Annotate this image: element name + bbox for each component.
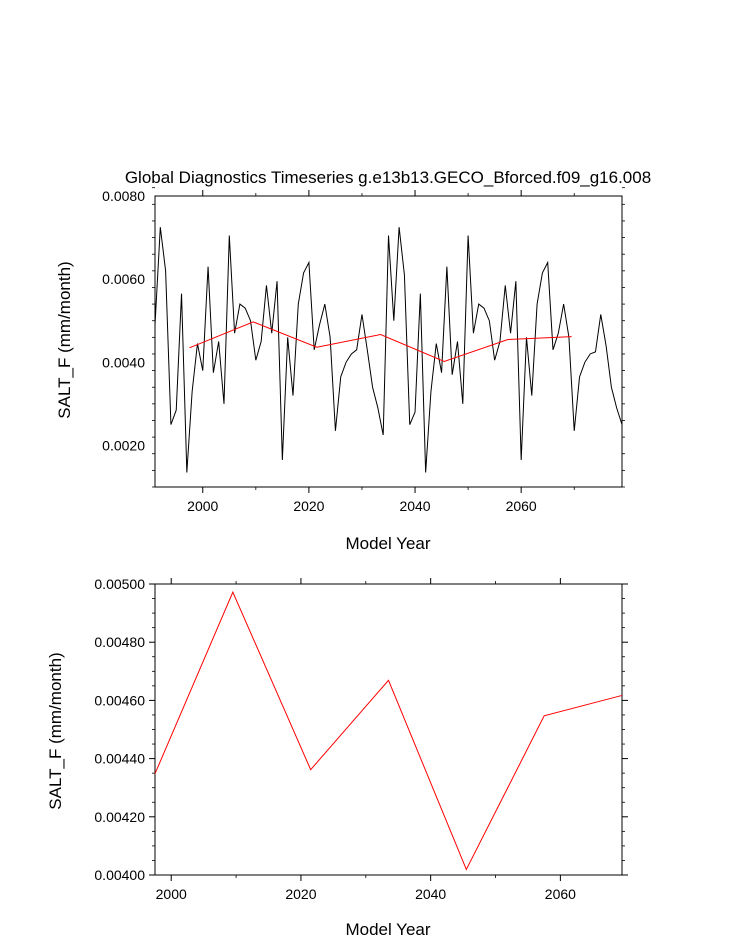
y-tick-label: 0.00460 bbox=[94, 692, 145, 708]
x-axis-label: Model Year bbox=[345, 534, 430, 553]
bottom-plot-area: 2000 2020 2040 2060 0.00400 0.00420 0.00440 0.0… bbox=[94, 576, 628, 902]
y-tick-label: 0.0040 bbox=[102, 354, 145, 370]
y-tick-label: 0.0020 bbox=[102, 437, 145, 453]
y-axis-label: SALT_F (mm/month) bbox=[55, 261, 74, 418]
series-line-12-year-mean bbox=[189, 321, 572, 363]
x-tick-label: 2040 bbox=[399, 498, 430, 514]
x-tick-label: 2040 bbox=[415, 886, 446, 902]
y-tick-label: 0.00440 bbox=[94, 751, 145, 767]
y-tick-label: 0.00500 bbox=[94, 576, 145, 592]
y-tick-label: 0.00420 bbox=[94, 809, 145, 825]
y-axis-label: SALT_F (mm/month) bbox=[46, 652, 65, 809]
top-plot-area: 2000 2020 2040 2060 0.0020 0.0040 0.0060 0.0080 bbox=[102, 187, 625, 514]
x-tick-label: 2060 bbox=[506, 498, 537, 514]
plot-frame bbox=[154, 195, 623, 488]
y-tick-label: 0.0080 bbox=[102, 188, 145, 204]
y-tick-label: 0.00400 bbox=[94, 867, 145, 883]
series-line-annual bbox=[154, 227, 623, 473]
chart-title: Global Diagnostics Timeseries g.e13b13.G… bbox=[125, 168, 651, 187]
x-axis-label: Model Year bbox=[345, 920, 430, 939]
x-tick-label: 2020 bbox=[285, 886, 316, 902]
x-tick-label: 2000 bbox=[156, 886, 187, 902]
series-line-12-year-mean bbox=[154, 590, 623, 871]
x-tick-label: 2000 bbox=[187, 498, 218, 514]
plot-frame bbox=[154, 583, 623, 876]
bottom-panel: 2000 2020 2040 2060 0.00400 0.00420 0.00440 0.0… bbox=[46, 576, 628, 939]
y-tick-label: 0.0060 bbox=[102, 271, 145, 287]
x-tick-label: 2060 bbox=[545, 886, 576, 902]
top-panel: Global Diagnostics Timeseries g.e13b13.G… bbox=[55, 168, 651, 553]
y-tick-label: 0.00480 bbox=[94, 634, 145, 650]
x-tick-label: 2020 bbox=[293, 498, 324, 514]
